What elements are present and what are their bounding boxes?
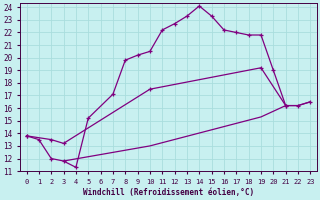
X-axis label: Windchill (Refroidissement éolien,°C): Windchill (Refroidissement éolien,°C): [83, 188, 254, 197]
